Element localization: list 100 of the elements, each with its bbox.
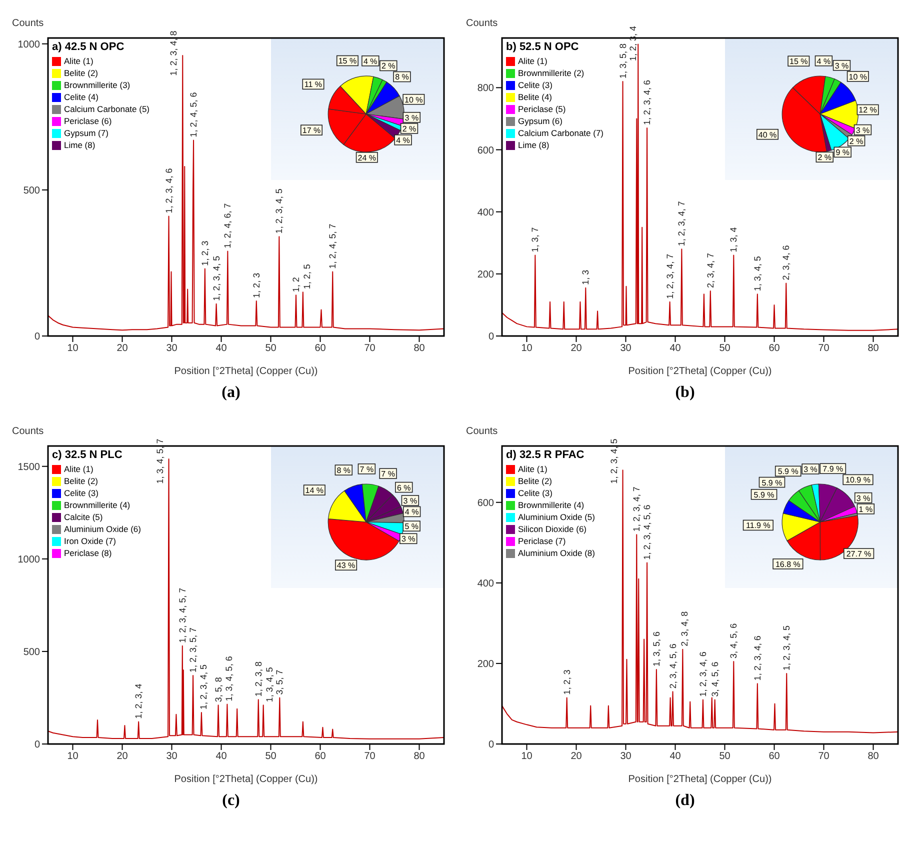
- data-label: 5.9 %: [754, 490, 774, 500]
- data-label: 12 %: [858, 106, 877, 115]
- y-tick-label: 0: [488, 740, 494, 751]
- data-label: 5 %: [404, 522, 418, 532]
- data-label: 7 %: [360, 464, 374, 474]
- chart-title: c) 32.5 N PLC: [52, 449, 122, 461]
- data-label: 3 %: [404, 113, 418, 122]
- legend-label: Periclase (8): [64, 548, 112, 558]
- text: (b): [675, 384, 695, 401]
- annotation: 1, 2, 3, 4, 5: [782, 625, 792, 671]
- annotation: 1, 2, 3, 4, 6: [752, 636, 762, 681]
- legend-label: Celite (3): [64, 488, 98, 498]
- annotation: 1, 2, 4, 5, 7: [328, 224, 338, 269]
- x-tick-label: 70: [818, 343, 830, 354]
- x-axis-title: Position [°2Theta] (Copper (Cu)): [174, 774, 318, 785]
- x-tick-label: 20: [116, 343, 128, 354]
- text: (d): [675, 792, 695, 809]
- x-tick-label: 20: [570, 343, 582, 354]
- annotation: 1, 2: [290, 277, 301, 292]
- data-label: 10 %: [404, 95, 423, 104]
- annotation: 3, 4, 5, 6: [710, 662, 720, 697]
- y-tick-label: 600: [477, 145, 494, 156]
- legend-label: Calcite (5): [64, 512, 103, 522]
- data-label: 16.8 %: [775, 560, 800, 569]
- data-label: 11 %: [304, 80, 322, 90]
- annotation: 1, 2, 3, 4: [134, 684, 144, 719]
- data-label: 4 %: [396, 136, 410, 145]
- data-label: 15 %: [789, 57, 808, 66]
- x-tick-label: 50: [719, 751, 731, 762]
- y-tick-label: 0: [488, 332, 494, 343]
- x-tick-label: 70: [364, 343, 376, 354]
- y-tick-label: 400: [477, 207, 494, 218]
- x-tick-label: 10: [521, 343, 533, 354]
- legend-label: Silicon Dioxide (6): [518, 524, 586, 534]
- annotation: 1, 2, 5: [302, 264, 312, 290]
- x-tick-label: 10: [67, 751, 79, 762]
- data-label: 14 %: [305, 486, 324, 496]
- annotation: 1, 2, 3: [200, 240, 210, 266]
- data-label: 4 %: [363, 56, 378, 66]
- x-tick-label: 80: [414, 343, 426, 354]
- legend-label: Alite (1): [64, 464, 94, 474]
- y-tick-label: 200: [477, 269, 494, 280]
- legend-label: Lime (8): [518, 140, 550, 150]
- chart-title: a) 42.5 N OPC: [52, 41, 124, 53]
- y-tick-label: 1000: [18, 39, 40, 50]
- legend-label: Belite (2): [64, 68, 98, 78]
- x-tick-label: 60: [768, 751, 780, 762]
- y-tick-label: 400: [477, 578, 494, 590]
- annotation: 3, 4, 5, 6: [728, 623, 739, 658]
- annotation: 1, 3, 5, 6: [651, 631, 662, 666]
- annotation: 1, 2, 3, 4, 5, 6: [642, 504, 652, 560]
- annotation: 3, 5, 7: [274, 670, 285, 695]
- data-label: 24 %: [358, 153, 376, 162]
- data-label: 3 %: [403, 496, 417, 506]
- legend-label: Aluminium Oxide (6): [64, 524, 141, 534]
- data-label: 2 %: [381, 62, 396, 71]
- data-label: 3 %: [834, 61, 848, 70]
- annotation: 1, 2, 4, 5, 6: [188, 92, 199, 138]
- annotation: 1, 2, 3, 4, 6: [642, 80, 652, 126]
- data-label: 8 %: [394, 72, 409, 82]
- x-tick-label: 60: [314, 343, 326, 354]
- annotation: 3, 5, 8: [213, 677, 224, 702]
- data-label: 5.9 %: [762, 478, 782, 488]
- data-label: 2 %: [818, 153, 832, 162]
- annotation: 2, 3, 4, 7: [705, 252, 716, 288]
- y-axis-title: Counts: [12, 426, 44, 437]
- data-label: 2 %: [849, 136, 863, 146]
- y-tick-label: 500: [23, 185, 40, 196]
- x-tick-label: 40: [670, 751, 682, 762]
- data-label: 3 %: [856, 126, 870, 135]
- annotation: 1, 2, 3, 4, 5: [211, 256, 222, 301]
- chart-title: b) 52.5 N OPC: [506, 41, 579, 53]
- data-label: 5.9 %: [778, 467, 798, 476]
- text: (c): [222, 792, 240, 809]
- x-tick-label: 60: [768, 343, 780, 354]
- legend-label: Celite (3): [518, 488, 552, 498]
- y-tick-label: 0: [34, 332, 40, 343]
- annotation: 1, 3, 7: [530, 227, 540, 252]
- data-label: 6 %: [396, 483, 411, 492]
- legend-label: Brownmillerite (2): [518, 68, 584, 78]
- x-tick-label: 10: [521, 751, 533, 762]
- annotation: 2, 3, 4, 8: [680, 611, 690, 646]
- legend-label: Belite (2): [518, 476, 552, 486]
- annotation: 2, 3, 4, 6: [781, 245, 792, 280]
- data-label: 7 %: [380, 470, 395, 479]
- annotation: 1, 2, 3, 4, 5, 7: [177, 588, 188, 643]
- data-label: 40 %: [758, 130, 776, 140]
- data-label: 43 %: [336, 561, 355, 570]
- annotation: 1, 2, 3, 4, 7: [676, 201, 687, 246]
- y-axis-title: Counts: [466, 426, 498, 437]
- annotation: 1, 3, 4: [728, 227, 739, 252]
- annotation: 1, 2, 3, 4, 5: [274, 188, 284, 234]
- data-label: 9 %: [835, 148, 850, 158]
- x-tick-label: 30: [166, 751, 178, 762]
- x-tick-label: 50: [265, 343, 277, 354]
- legend-label: Alite (1): [64, 56, 94, 66]
- data-label: 3 %: [401, 534, 416, 544]
- annotation: 1, 2, 3, 5, 7: [188, 627, 198, 673]
- legend-label: Periclase (7): [518, 536, 566, 546]
- y-tick-label: 500: [23, 647, 40, 658]
